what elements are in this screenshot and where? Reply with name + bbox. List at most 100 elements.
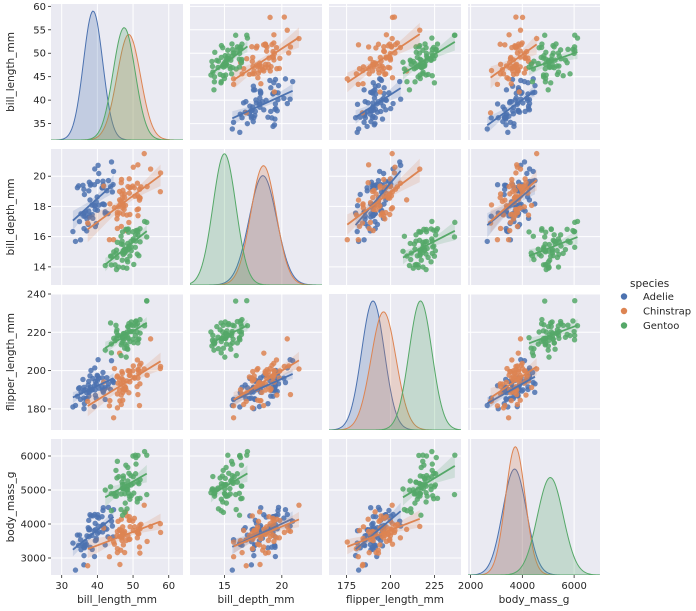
scatter-point-gentoo (560, 250, 566, 257)
scatter-point-gentoo (107, 484, 114, 490)
scatter-point-chinstrap (365, 516, 371, 522)
scatter-point-adelie (92, 166, 98, 172)
scatter-point-chinstrap (250, 54, 256, 61)
scatter-point-gentoo (119, 257, 125, 263)
scatter-point-adelie (100, 369, 106, 376)
scatter-point-chinstrap (135, 530, 141, 537)
ci-band-gentoo (403, 33, 455, 80)
panel-flipper-length-mm-vs-flipper-length-mm (329, 294, 461, 430)
y-axis-label-flipper-length-mm: flipper_length_mm (5, 313, 17, 411)
scatter-point-chinstrap (389, 541, 396, 547)
scatter-point-chinstrap (389, 150, 395, 157)
scatter-point-chinstrap (263, 48, 270, 54)
panel-plot-area (208, 298, 302, 421)
kde-adelie (329, 300, 461, 430)
scatter-point-adelie (87, 197, 93, 203)
scatter-point-gentoo (564, 59, 570, 66)
scatter-point-chinstrap (381, 212, 387, 219)
scatter-point-gentoo (217, 71, 223, 78)
scatter-point-chinstrap (387, 211, 393, 218)
scatter-point-gentoo (545, 87, 551, 93)
scatter-point-gentoo (118, 352, 124, 359)
scatter-point-gentoo (108, 262, 115, 268)
scatter-point-gentoo (423, 499, 429, 505)
panel-body-mass-g-vs-flipper-length-mm (329, 439, 461, 575)
y-tick-label-flipper-length-mm: 220 (27, 328, 46, 339)
scatter-point-adelie (503, 87, 510, 93)
x-tick-label-bill-depth-mm: 20 (275, 581, 288, 592)
scatter-point-chinstrap (261, 68, 267, 74)
scatter-point-chinstrap (365, 180, 371, 186)
scatter-point-chinstrap (285, 50, 292, 56)
y-tick-label-bill-length-mm: 35 (33, 119, 46, 130)
scatter-point-gentoo (571, 337, 578, 343)
scatter-point-adelie (526, 107, 533, 113)
scatter-point-gentoo (234, 471, 240, 477)
scatter-point-gentoo (572, 32, 578, 38)
scatter-point-chinstrap (130, 363, 136, 369)
scatter-point-gentoo (233, 506, 239, 513)
scatter-point-adelie (354, 129, 360, 136)
scatter-point-gentoo (404, 508, 410, 514)
scatter-point-adelie (515, 108, 522, 114)
y-tick-label-body-mass-g: 4000 (21, 520, 46, 531)
scatter-point-chinstrap (507, 227, 513, 234)
scatter-point-adelie (378, 108, 384, 115)
scatter-point-chinstrap (249, 405, 256, 411)
scatter-point-chinstrap (116, 526, 123, 533)
scatter-point-adelie (92, 203, 99, 209)
scatter-point-adelie (91, 553, 98, 560)
scatter-point-chinstrap (377, 89, 383, 95)
scatter-point-chinstrap (344, 76, 350, 82)
scatter-point-gentoo (210, 332, 216, 339)
scatter-point-gentoo (420, 485, 427, 492)
scatter-point-adelie (100, 178, 106, 184)
scatter-point-gentoo (411, 241, 417, 247)
scatter-point-gentoo (429, 467, 435, 474)
scatter-point-gentoo (134, 499, 140, 505)
scatter-point-adelie (95, 356, 101, 363)
scatter-point-adelie (381, 85, 387, 91)
legend-label-chinstrap: Chinstrap (643, 307, 691, 318)
scatter-point-gentoo (220, 345, 227, 351)
ci-band-gentoo (403, 454, 455, 506)
scatter-point-gentoo (416, 228, 422, 235)
scatter-point-gentoo (418, 257, 424, 263)
scatter-point-chinstrap (397, 535, 404, 541)
scatter-point-chinstrap (249, 513, 255, 519)
scatter-point-gentoo (550, 237, 556, 243)
scatter-point-gentoo (539, 316, 545, 323)
scatter-point-chinstrap (287, 44, 294, 50)
scatter-point-chinstrap (124, 212, 130, 218)
scatter-point-gentoo (429, 73, 435, 79)
scatter-point-gentoo (545, 347, 551, 353)
scatter-point-gentoo (107, 320, 114, 326)
scatter-point-chinstrap (241, 527, 247, 534)
scatter-point-chinstrap (502, 197, 508, 203)
scatter-point-chinstrap (120, 397, 126, 403)
scatter-point-chinstrap (515, 68, 521, 74)
scatter-point-adelie (76, 384, 83, 391)
scatter-point-chinstrap (515, 350, 521, 356)
scatter-point-gentoo (542, 241, 548, 247)
scatter-point-chinstrap (271, 32, 277, 38)
scatter-point-chinstrap (385, 43, 391, 49)
scatter-point-gentoo (431, 253, 438, 259)
scatter-point-gentoo (547, 320, 554, 326)
scatter-point-adelie (526, 166, 533, 172)
scatter-point-gentoo (236, 453, 243, 459)
scatter-point-gentoo (124, 343, 130, 349)
scatter-point-chinstrap (365, 44, 372, 50)
scatter-point-adelie (94, 372, 100, 378)
scatter-point-adelie (518, 77, 524, 84)
scatter-point-gentoo (130, 336, 136, 342)
scatter-point-gentoo (220, 467, 226, 474)
scatter-point-chinstrap (528, 384, 535, 391)
regression-line-gentoo (210, 472, 248, 496)
scatter-point-gentoo (432, 232, 439, 238)
scatter-point-chinstrap (136, 194, 142, 201)
scatter-point-adelie (70, 228, 76, 235)
scatter-point-gentoo (214, 323, 220, 330)
regression-line-chinstrap (233, 359, 300, 401)
scatter-point-gentoo (239, 483, 245, 489)
